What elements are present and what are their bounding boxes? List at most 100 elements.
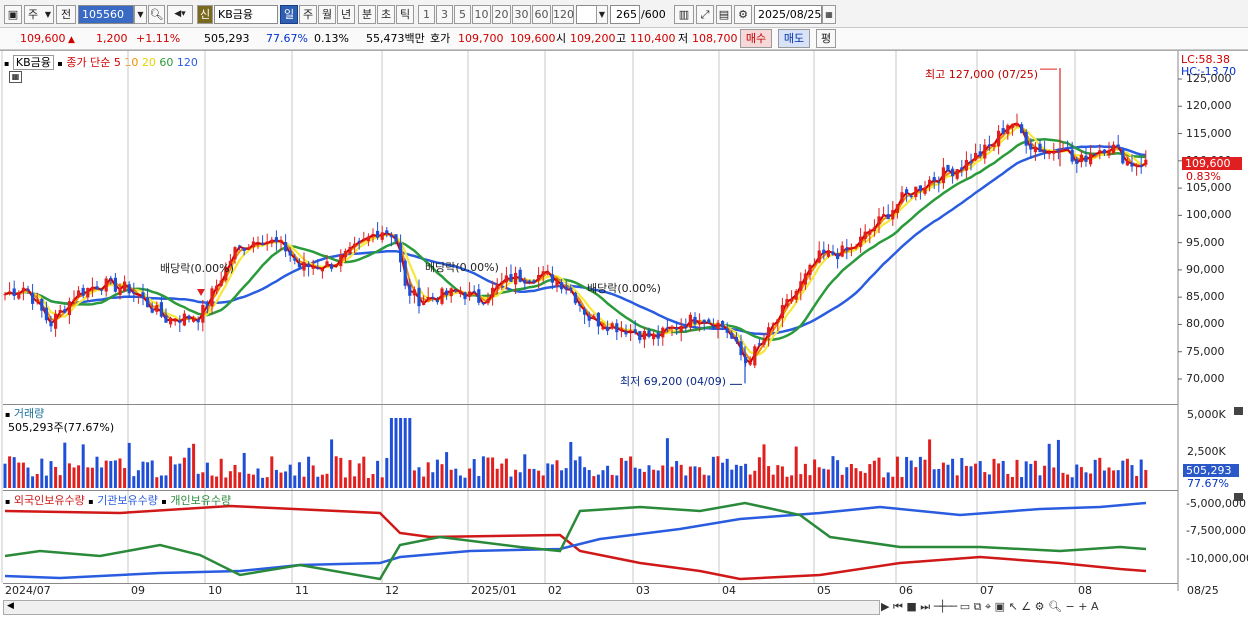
prev-button[interactable]: 전 <box>56 5 76 24</box>
candle-body <box>964 159 968 171</box>
candle-body <box>578 303 582 307</box>
candle-body <box>808 264 812 276</box>
candle-settings-icon[interactable]: ▥ <box>674 5 694 24</box>
settings-icon[interactable]: ⚙ <box>1034 600 1045 613</box>
candle-body <box>587 315 591 321</box>
minute-5-button[interactable]: 5 <box>454 5 471 24</box>
dividend-label: 배당락(0.00%) <box>587 282 661 295</box>
chart-area[interactable]: ▪ KB금융 ▪ 종가 단순 5 10 20 60 120 ▦ LC:58.38… <box>0 50 1248 621</box>
search-icon[interactable]: 🔍︎ <box>148 5 165 24</box>
draw-tool-icon[interactable]: ⤢ <box>696 5 714 24</box>
interval-week-button[interactable]: 주 <box>299 5 317 24</box>
volume-bar <box>877 457 881 488</box>
stock-name-field[interactable]: KB금융 <box>214 5 278 24</box>
volume-title-text: 거래량 <box>13 407 45 420</box>
volume-bar <box>882 477 886 488</box>
interval-day-button[interactable]: 일 <box>280 5 298 24</box>
candle-body <box>1084 155 1088 162</box>
zoom-out-icon[interactable]: − <box>1065 600 1075 613</box>
volume-bar <box>109 461 113 488</box>
candle-body <box>891 210 895 220</box>
candle-body <box>734 336 738 342</box>
zoom-slider[interactable]: ─┼── <box>933 600 957 613</box>
volume-bar <box>955 475 959 488</box>
magnify-icon[interactable]: 🔍︎ <box>1048 600 1062 613</box>
angle-line-icon[interactable]: ∠ <box>1021 600 1032 613</box>
panel-close-icon[interactable] <box>1234 493 1243 501</box>
even-button[interactable]: 평 <box>816 29 836 48</box>
volume-bar <box>757 457 761 488</box>
legend-institution: 기관보유수량 <box>97 494 158 507</box>
window-icon[interactable]: ⧉ <box>973 600 982 613</box>
candle-body <box>307 263 311 268</box>
horizontal-scrollbar[interactable]: ◀ <box>3 600 880 615</box>
scroll-right-icon[interactable]: ▶ <box>881 600 890 613</box>
panel-close-icon[interactable] <box>1234 407 1243 415</box>
stop-icon[interactable]: ■ <box>906 600 917 613</box>
quote-bar: 109,600 ▲ 1,200 +1.11% 505,293 77.67% 0.… <box>0 28 1248 50</box>
volume-bar <box>256 468 260 488</box>
font-icon[interactable]: A <box>1090 600 1099 613</box>
candle-body <box>357 240 361 242</box>
count-input[interactable]: 265 <box>610 5 640 24</box>
candle-body <box>481 302 485 305</box>
candle-body <box>495 284 499 289</box>
candle-body <box>527 280 531 283</box>
vol-ratio-value: 77.67% <box>266 32 308 45</box>
sound-icon[interactable]: ◀▾ <box>167 5 193 24</box>
volume-bar <box>58 475 62 488</box>
period-type-select[interactable]: 주 ▼ <box>24 5 54 24</box>
minute-30-button[interactable]: 30 <box>512 5 531 24</box>
minute-3-button[interactable]: 3 <box>436 5 453 24</box>
calendar-icon[interactable]: ▦ <box>822 5 836 24</box>
custom-minute-dropdown-icon[interactable]: ▼ <box>596 5 608 24</box>
volume-bar <box>412 470 416 488</box>
chart-canvas[interactable] <box>0 51 1248 621</box>
table-toggle-icon[interactable]: ▦ <box>9 71 22 83</box>
candle-body <box>1121 149 1125 164</box>
volume-bar <box>748 474 752 488</box>
x-axis-label: 04 <box>722 584 736 597</box>
first-page-icon[interactable]: ⏮ <box>892 600 903 613</box>
interval-tick-button[interactable]: 틱 <box>396 5 414 24</box>
save-icon[interactable]: ▤ <box>716 5 732 24</box>
interval-month-button[interactable]: 월 <box>318 5 336 24</box>
x-axis-label: 03 <box>636 584 650 597</box>
volume-bar <box>941 462 945 488</box>
scroll-left-icon[interactable]: ◀ <box>7 601 14 611</box>
trend-line-icon[interactable]: ↖ <box>1008 600 1018 613</box>
gear-icon[interactable]: ⚙ <box>734 5 752 24</box>
zoom-in-icon[interactable]: + <box>1078 600 1088 613</box>
price-legend: ▪ KB금융 ▪ 종가 단순 5 10 20 60 120 <box>4 54 198 70</box>
interval-second-button[interactable]: 초 <box>377 5 395 24</box>
candle-body <box>454 290 458 292</box>
candle-body <box>790 298 794 302</box>
minute-1-button[interactable]: 1 <box>418 5 435 24</box>
candle-body <box>182 313 186 326</box>
interval-year-button[interactable]: 년 <box>337 5 355 24</box>
volume-bar <box>297 462 301 488</box>
minute-60-button[interactable]: 60 <box>532 5 551 24</box>
minute-20-button[interactable]: 20 <box>492 5 511 24</box>
buy-button[interactable]: 매수 <box>740 29 772 48</box>
candle-body <box>173 320 177 322</box>
candle-body <box>311 266 315 269</box>
volume-bar <box>463 477 467 488</box>
screenshot-icon[interactable]: ▣ <box>994 600 1006 613</box>
volume-tick: 5,000K <box>1187 408 1226 421</box>
candle-body <box>1020 124 1024 134</box>
code-dropdown-icon[interactable]: ▼ <box>134 5 147 24</box>
crosshair-icon[interactable]: ⌖ <box>984 600 992 613</box>
last-page-icon[interactable]: ⏭ <box>920 600 931 613</box>
stock-code-input[interactable]: 105560 <box>78 5 134 24</box>
volume-bar <box>1139 459 1143 488</box>
minute-10-button[interactable]: 10 <box>472 5 491 24</box>
interval-minute-button[interactable]: 분 <box>358 5 376 24</box>
layout-icon[interactable]: ▣ <box>4 5 22 24</box>
sell-button[interactable]: 매도 <box>778 29 810 48</box>
candle-body <box>394 234 398 242</box>
date-input[interactable]: 2025/08/25 <box>754 5 822 24</box>
minute-120-button[interactable]: 120 <box>552 5 574 24</box>
layout-icon[interactable]: ▭ <box>959 600 971 613</box>
volume-bar <box>495 468 499 488</box>
